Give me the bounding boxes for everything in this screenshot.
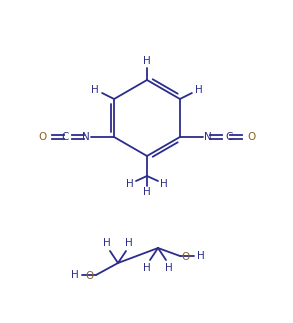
Text: C: C — [62, 132, 69, 142]
Text: H: H — [103, 238, 111, 248]
Text: O: O — [86, 271, 94, 281]
Text: H: H — [195, 85, 203, 95]
Text: C: C — [225, 132, 233, 142]
Text: H: H — [160, 179, 168, 189]
Text: O: O — [38, 132, 46, 142]
Text: H: H — [197, 251, 205, 261]
Text: H: H — [71, 270, 79, 280]
Text: H: H — [165, 263, 173, 273]
Text: H: H — [125, 238, 133, 248]
Text: H: H — [143, 263, 151, 273]
Text: O: O — [182, 252, 190, 262]
Text: H: H — [143, 56, 151, 66]
Text: H: H — [91, 85, 99, 95]
Text: H: H — [126, 179, 134, 189]
Text: N: N — [204, 132, 212, 142]
Text: N: N — [82, 132, 90, 142]
Text: O: O — [248, 132, 256, 142]
Text: H: H — [143, 187, 151, 197]
